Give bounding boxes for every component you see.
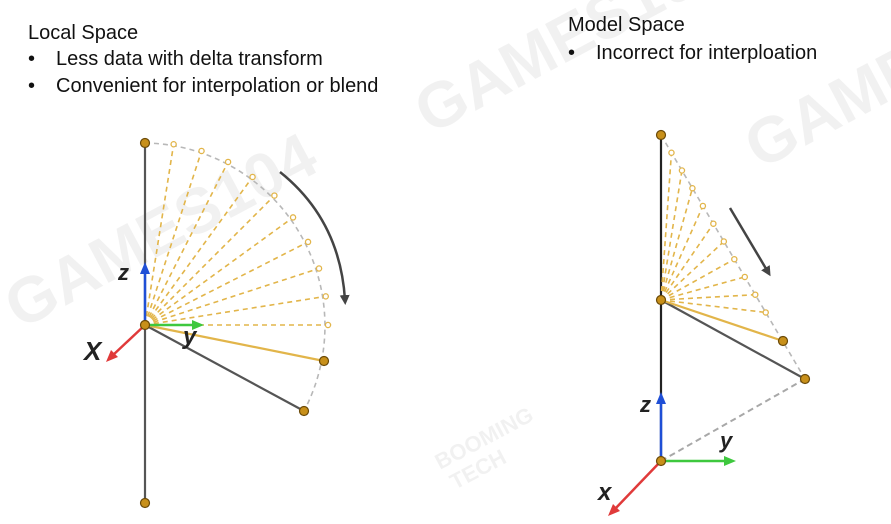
model-interp-bone: [660, 240, 725, 301]
model-interp-bone: [660, 170, 683, 301]
model-y-arrowhead: [724, 456, 736, 466]
model-interp-joint: [699, 202, 707, 210]
model-z-arrowhead: [656, 392, 666, 404]
model-interp-lines: [660, 149, 769, 316]
rotation-arrow: [279, 171, 350, 305]
model-space-diagram: z y x: [596, 129, 811, 516]
local-interp-bone: [144, 150, 203, 326]
local-joint: [139, 319, 151, 331]
model-interp-joint: [731, 255, 738, 263]
local-z-label: z: [117, 260, 129, 285]
model-interp-joint: [689, 184, 696, 192]
local-interp-bone: [144, 295, 326, 326]
local-space-bullets: Less data with delta transform Convenien…: [28, 46, 378, 100]
model-interp-joint: [720, 238, 728, 245]
local-interp-joint: [198, 147, 205, 155]
watermark: GAMES104 GAMES104 GAMES104 BOOMING TECH: [0, 0, 891, 494]
model-interp-bone: [660, 205, 704, 301]
local-x-axis: [111, 324, 146, 357]
local-x-arrowhead: [106, 350, 118, 362]
model-y-label: y: [719, 428, 734, 453]
model-joint: [655, 129, 667, 141]
local-space-diagram: z y X: [82, 137, 350, 509]
local-interp-lines: [144, 141, 332, 329]
local-interp-joint: [322, 293, 329, 300]
local-interp-bone: [144, 161, 229, 326]
model-joint: [655, 294, 667, 306]
model-interp-joint: [741, 273, 749, 281]
local-interp-bone: [144, 176, 254, 326]
local-y-arrowhead: [192, 320, 204, 330]
model-x-axis: [613, 460, 662, 511]
local-interp-bone: [144, 216, 294, 326]
local-bullet-item: Convenient for interpolation or blend: [28, 73, 378, 100]
watermark-brand: GAMES104: [403, 0, 739, 147]
model-space-title: Model Space: [568, 14, 685, 36]
model-child-bone: [660, 299, 806, 380]
local-interp-joint: [271, 192, 278, 199]
model-x-arrowhead: [608, 504, 620, 516]
watermark-brand: GAMES104: [0, 118, 328, 342]
local-y-label: y: [182, 323, 198, 350]
model-z-label: z: [639, 392, 651, 417]
local-interp-joint: [289, 214, 297, 221]
local-interp-bone: [144, 195, 275, 326]
local-joint: [318, 355, 330, 367]
local-x-label: X: [82, 336, 103, 366]
local-joint: [139, 137, 151, 149]
local-child-bone: [144, 324, 305, 412]
model-interp-bone-solid: [660, 298, 784, 343]
model-joint: [655, 455, 667, 467]
model-x-label: x: [596, 479, 613, 506]
local-interp-bone: [144, 144, 175, 326]
model-interp-bone: [660, 258, 735, 301]
model-interp-joint: [752, 291, 759, 298]
model-interp-bone: [660, 293, 756, 301]
model-interp-joint: [678, 167, 686, 174]
model-bullet-item: Incorrect for interploation: [568, 40, 817, 67]
local-interp-joint: [249, 173, 256, 181]
local-interp-bone-solid: [144, 323, 325, 363]
local-interp-joint: [304, 238, 312, 246]
model-interp-joint: [762, 309, 769, 316]
model-interp-bone: [660, 276, 745, 301]
local-interp-joint: [170, 141, 177, 148]
local-interp-bone: [144, 241, 309, 326]
local-space-title: Local Space: [28, 22, 139, 44]
model-interp-bone: [660, 223, 715, 301]
model-interp-joint: [710, 220, 717, 227]
model-interp-bone: [660, 152, 673, 301]
local-joint: [139, 497, 151, 509]
local-interp-bone: [144, 267, 320, 326]
local-joint: [298, 405, 310, 417]
model-interp-bone: [660, 188, 694, 301]
model-chord: [660, 378, 806, 462]
local-bullet-item: Less data with delta transform: [28, 46, 378, 73]
local-interp-joint: [324, 321, 332, 329]
model-space-bullets: Incorrect for interploation: [568, 40, 817, 67]
model-joint: [777, 335, 789, 347]
model-joint: [799, 373, 811, 385]
model-rotation-arrow: [728, 207, 771, 277]
model-interp-joint: [668, 149, 675, 156]
local-interp-joint: [224, 158, 232, 166]
watermark-brand: GAMES104: [733, 0, 891, 182]
local-z-arrowhead: [140, 262, 150, 274]
local-interp-joint: [315, 265, 323, 272]
